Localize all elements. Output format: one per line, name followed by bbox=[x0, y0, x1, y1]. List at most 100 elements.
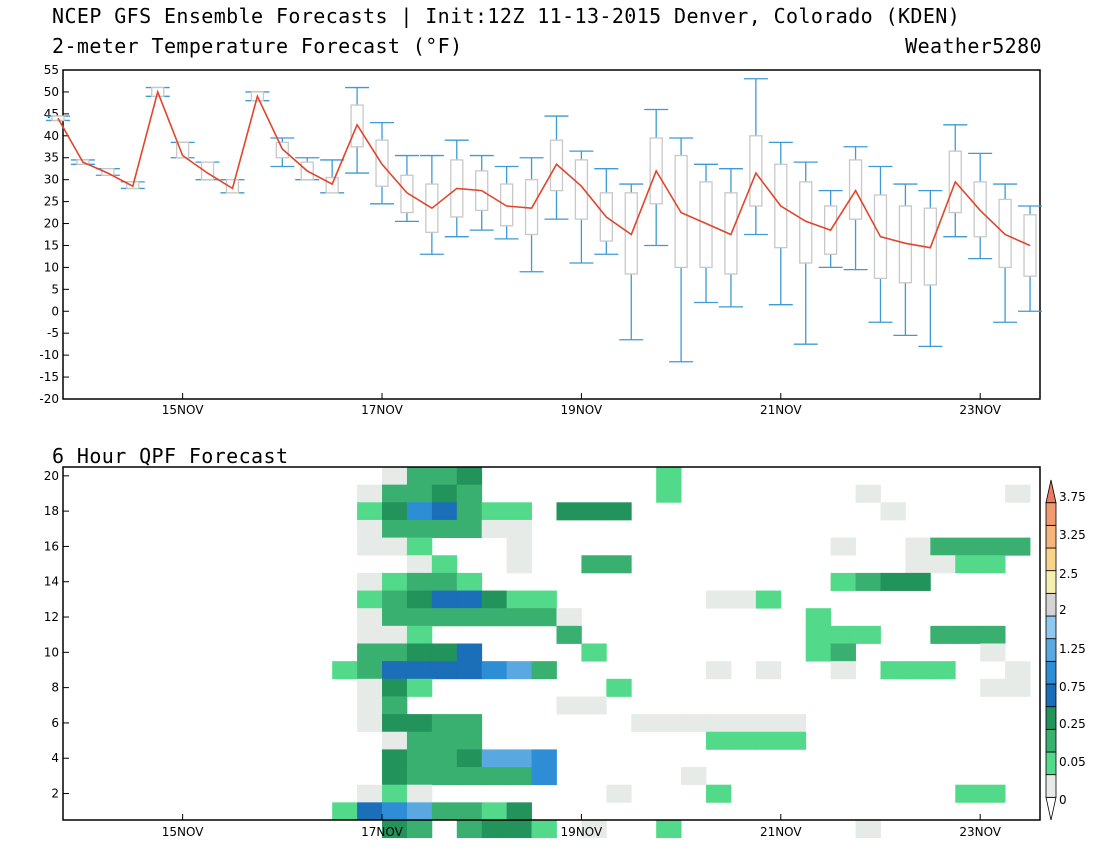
qpf-cell bbox=[905, 572, 931, 591]
box bbox=[400, 174, 414, 214]
qpf-chart-title: 6 Hour QPF Forecast bbox=[52, 444, 289, 468]
qpf-cell bbox=[606, 678, 632, 697]
qpf-cell bbox=[805, 608, 832, 627]
qpf-cell bbox=[456, 714, 483, 733]
qpf-cell bbox=[830, 661, 856, 680]
qpf-cell bbox=[755, 731, 782, 750]
qpf-cell bbox=[506, 590, 532, 609]
y-tick-label: -10 bbox=[39, 348, 59, 362]
qpf-cell bbox=[1005, 661, 1031, 680]
qpf-cell bbox=[382, 661, 408, 680]
qpf-cell bbox=[357, 661, 383, 680]
qpf-cell bbox=[1005, 484, 1031, 503]
qpf-cell bbox=[481, 502, 508, 521]
y-tick-label: 6 bbox=[51, 716, 59, 730]
qpf-cell bbox=[481, 767, 508, 786]
x-tick-label: 15NOV bbox=[162, 403, 204, 417]
y-tick-label: 0 bbox=[51, 304, 59, 318]
qpf-cell bbox=[955, 537, 981, 556]
qpf-cell bbox=[481, 749, 508, 768]
qpf-cell bbox=[456, 731, 483, 750]
qpf-cell bbox=[506, 749, 532, 768]
colorbar-swatch bbox=[1045, 751, 1057, 776]
box bbox=[574, 159, 589, 220]
qpf-plot-frame bbox=[62, 466, 1041, 821]
qpf-cell bbox=[531, 820, 557, 839]
qpf-cell bbox=[431, 608, 458, 627]
qpf-cell bbox=[930, 625, 956, 644]
colorbar-swatch bbox=[1045, 502, 1057, 526]
qpf-cell bbox=[481, 519, 508, 538]
y-tick-label: 55 bbox=[44, 63, 59, 77]
temperature-plot-frame bbox=[62, 69, 1041, 400]
ensemble-box bbox=[170, 141, 195, 159]
qpf-cell bbox=[357, 608, 383, 627]
ensemble-box bbox=[968, 152, 993, 260]
qpf-cell bbox=[556, 696, 582, 715]
box bbox=[699, 181, 713, 269]
ensemble-box bbox=[46, 115, 71, 122]
ensemble-box bbox=[868, 165, 893, 323]
qpf-cell bbox=[755, 714, 782, 733]
qpf-cell bbox=[382, 502, 408, 521]
colorbar-swatch bbox=[1045, 547, 1057, 572]
qpf-cell bbox=[456, 767, 483, 786]
qpf-cell bbox=[855, 625, 881, 644]
qpf-cell bbox=[332, 661, 358, 680]
y-tick-label: -20 bbox=[39, 392, 59, 406]
box bbox=[325, 176, 339, 194]
ensemble-box bbox=[669, 137, 694, 363]
qpf-cell bbox=[1005, 678, 1031, 697]
qpf-cell bbox=[406, 608, 433, 627]
chart-title: NCEP GFS Ensemble Forecasts | Init:12Z 1… bbox=[52, 4, 961, 28]
qpf-cell bbox=[382, 643, 408, 662]
y-tick-label: 25 bbox=[44, 195, 59, 209]
qpf-cell bbox=[706, 661, 732, 680]
colorbar-label: 2.5 bbox=[1059, 567, 1078, 581]
colorbar-label: 2 bbox=[1059, 603, 1067, 617]
qpf-cell bbox=[382, 802, 408, 821]
ensemble-box bbox=[295, 157, 320, 181]
qpf-cell bbox=[556, 502, 582, 521]
qpf-cell bbox=[930, 537, 956, 556]
y-tick-label: 5 bbox=[51, 282, 59, 296]
ensemble-box bbox=[320, 159, 345, 194]
qpf-cell bbox=[456, 661, 483, 680]
qpf-cell bbox=[456, 608, 483, 627]
ensemble-box bbox=[195, 161, 220, 181]
colorbar-bottom-arrow bbox=[1045, 796, 1057, 821]
y-tick-label: -15 bbox=[39, 370, 59, 384]
colorbar-label: 0.05 bbox=[1059, 755, 1086, 769]
qpf-cell bbox=[830, 625, 856, 644]
x-tick-label: 21NOV bbox=[760, 403, 802, 417]
qpf-cell bbox=[980, 784, 1006, 803]
qpf-cell bbox=[606, 555, 632, 574]
colorbar-label: 0.75 bbox=[1059, 680, 1086, 694]
qpf-cell bbox=[456, 572, 483, 591]
qpf-cell bbox=[880, 502, 906, 521]
qpf-cell bbox=[382, 820, 408, 839]
x-tick-label: 21NOV bbox=[760, 825, 802, 839]
qpf-cell bbox=[406, 643, 433, 662]
y-tick-label: 12 bbox=[44, 610, 59, 624]
qpf-cell bbox=[780, 714, 807, 733]
colorbar-label: 3.75 bbox=[1059, 490, 1086, 504]
qpf-cell bbox=[382, 731, 408, 750]
qpf-cell bbox=[980, 678, 1006, 697]
ensemble-box bbox=[494, 165, 519, 240]
qpf-cell bbox=[506, 767, 532, 786]
qpf-cell bbox=[456, 802, 483, 821]
qpf-cell bbox=[656, 820, 682, 839]
qpf-cell bbox=[431, 749, 458, 768]
y-tick-label: 50 bbox=[44, 85, 59, 99]
qpf-cell bbox=[406, 484, 433, 503]
qpf-cell bbox=[980, 537, 1006, 556]
box bbox=[1023, 214, 1037, 277]
qpf-cell bbox=[1005, 537, 1031, 556]
colorbar-swatch bbox=[1045, 570, 1057, 594]
ensemble-box bbox=[793, 161, 818, 345]
qpf-cell bbox=[382, 749, 408, 768]
qpf-cell bbox=[581, 555, 607, 574]
qpf-cell bbox=[506, 802, 532, 821]
